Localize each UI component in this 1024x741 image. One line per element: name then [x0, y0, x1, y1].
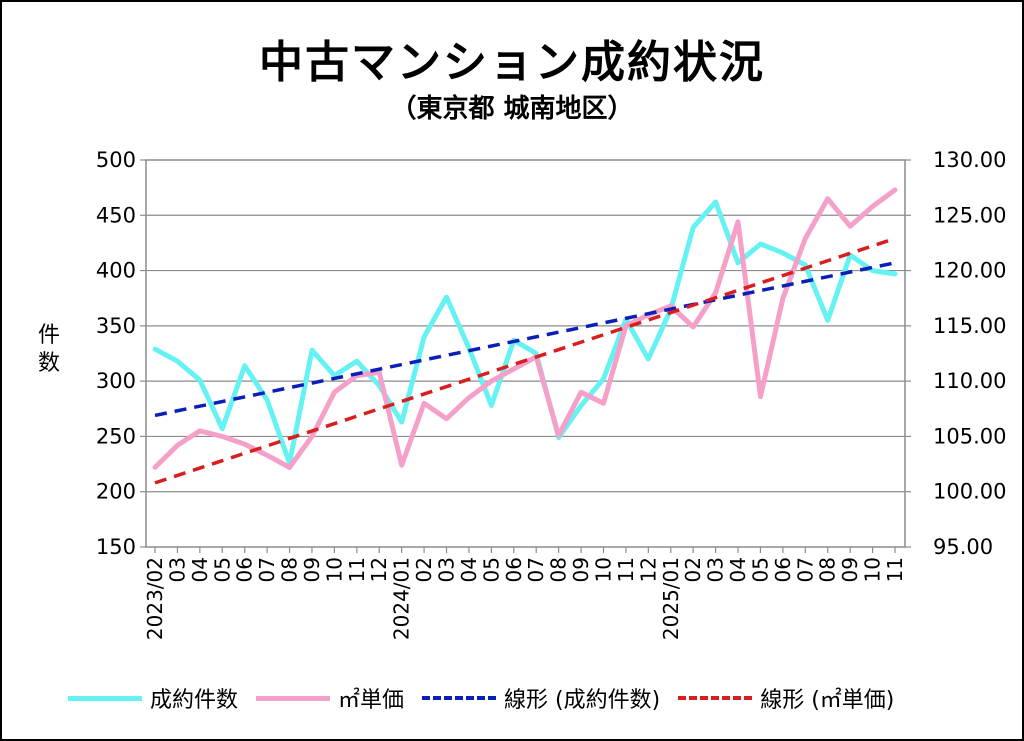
x-tick-label: 08	[547, 557, 571, 582]
x-tick-label: 2023/02	[143, 557, 167, 640]
gridlines	[145, 159, 906, 548]
legend: 成約件数 ㎡単価 線形 (成約件数) 線形 (㎡単価)	[68, 680, 912, 716]
legend-item: 線形 (成約件数)	[422, 682, 660, 714]
x-tick-label: 11	[614, 557, 638, 582]
y-axis-label: 件数	[34, 322, 64, 378]
x-tick-label: 04	[726, 557, 750, 582]
series	[152, 187, 898, 485]
x-tick-label: 06	[771, 557, 795, 582]
axes: 150 200 250 300 350 400 450 500 95.00 100.00 105.0…	[96, 148, 1007, 640]
y-axis-label-char: 数	[37, 351, 60, 376]
x-tick-label: 05	[748, 557, 772, 582]
x-tick-label: 10	[322, 557, 346, 582]
x-tick-label: 11	[345, 557, 369, 582]
legend-swatch	[256, 695, 331, 701]
x-tick-label: 08	[816, 557, 840, 582]
y-axis-label-char: 件	[37, 323, 60, 348]
x-tick-label: 2024/01	[390, 557, 414, 640]
legend-item: 成約件数	[68, 682, 238, 714]
x-tick-label: 10	[591, 557, 615, 582]
y-right-tick-label: 120.00	[933, 259, 1006, 283]
x-tick-label: 09	[300, 557, 324, 582]
x-tick-label: 09	[838, 557, 862, 582]
legend-label: ㎡単価	[338, 688, 405, 713]
x-tick-label: 12	[636, 557, 660, 582]
x-tick-label: 04	[457, 557, 481, 582]
x-tick-label: 11	[883, 557, 907, 582]
y-right-tick-label: 125.00	[933, 203, 1006, 227]
y-right-tick-label: 100.00	[933, 480, 1006, 504]
y-right-tick-label: 110.00	[933, 369, 1006, 393]
legend-swatch	[68, 695, 142, 701]
y-left-tick-label: 450	[96, 203, 136, 227]
x-tick-label: 03	[704, 557, 728, 582]
chart-subtitle: （東京都 城南地区）	[390, 94, 634, 124]
legend-label: 線形 (成約件数)	[504, 688, 661, 713]
legend-label: 線形 (㎡単価)	[760, 688, 895, 713]
x-tick-label: 06	[502, 557, 526, 582]
y-left-tick-label: 400	[96, 259, 136, 283]
legend-swatch	[678, 696, 753, 700]
y-left-tick-label: 300	[96, 369, 136, 393]
y-left-tick-label: 500	[96, 148, 136, 172]
x-tick-label: 2025/01	[659, 557, 683, 640]
trendline-2	[154, 261, 896, 418]
y-left-tick-label: 200	[96, 480, 136, 504]
y-right-tick-label: 130.00	[933, 148, 1006, 172]
y-left-tick-label: 150	[96, 535, 136, 559]
x-tick-label: 07	[255, 557, 279, 582]
x-tick-label: 06	[233, 557, 257, 582]
x-tick-label: 05	[479, 557, 503, 582]
x-tick-label: 12	[367, 557, 391, 582]
x-tick-label: 03	[435, 557, 459, 582]
x-tick-label: 09	[569, 557, 593, 582]
x-tick-label: 05	[210, 557, 234, 582]
chart-title: 中古マンション成約状況	[259, 37, 765, 88]
y-right-tick-label: 95.00	[933, 535, 993, 559]
trendline-3	[154, 236, 896, 485]
plot-area	[145, 159, 906, 548]
x-tick-label: 08	[278, 557, 302, 582]
x-tick-label: 04	[188, 557, 212, 582]
x-tick-label: 02	[681, 557, 705, 582]
legend-item: 線形 (㎡単価)	[678, 682, 894, 714]
x-tick-label: 02	[412, 557, 436, 582]
x-tick-label: 03	[165, 557, 189, 582]
x-tick-label: 07	[793, 557, 817, 582]
x-tick-label: 07	[524, 557, 548, 582]
y-left-tick-label: 350	[96, 314, 136, 338]
legend-swatch	[422, 696, 497, 700]
series-line-1	[152, 187, 898, 470]
y-left-tick-label: 250	[96, 424, 136, 448]
x-tick-label: 10	[861, 557, 885, 582]
legend-item: ㎡単価	[256, 682, 404, 714]
y-right-tick-label: 115.00	[933, 314, 1006, 338]
series-line-0	[152, 199, 898, 466]
y-right-tick-label: 105.00	[933, 424, 1006, 448]
legend-label: 成約件数	[150, 688, 239, 713]
